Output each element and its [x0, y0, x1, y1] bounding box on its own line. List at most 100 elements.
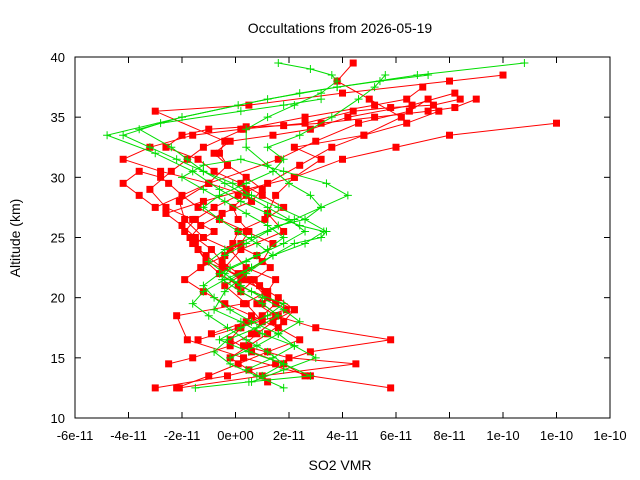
data-point: [280, 227, 288, 235]
data-point: [151, 384, 159, 392]
y-tick-label: 15: [51, 351, 65, 366]
data-point: [234, 360, 242, 368]
data-point: [242, 185, 250, 193]
data-point: [290, 341, 299, 350]
data-point: [274, 294, 282, 302]
data-point: [205, 125, 213, 133]
data-point: [189, 131, 197, 139]
data-point: [261, 215, 269, 223]
series-line: [155, 74, 504, 389]
data-point: [381, 71, 390, 80]
data-point: [413, 71, 422, 80]
data-point: [274, 329, 283, 338]
data-point: [210, 203, 218, 211]
data-point: [221, 300, 229, 308]
data-point: [194, 336, 202, 344]
data-point: [290, 239, 299, 248]
data-point: [199, 161, 208, 170]
data-point: [263, 113, 272, 122]
data-point: [191, 215, 199, 223]
chart-title: Occultations from 2026-05-19: [248, 20, 433, 36]
data-point: [242, 239, 251, 248]
data-point: [387, 336, 395, 344]
data-point: [145, 143, 154, 152]
data-point: [236, 155, 245, 164]
series-15: [188, 71, 390, 380]
data-point: [242, 125, 251, 134]
data-point: [162, 209, 170, 217]
data-point: [218, 209, 226, 217]
data-point: [264, 179, 272, 187]
data-point: [226, 353, 235, 362]
data-point: [181, 227, 189, 235]
data-point: [317, 233, 326, 242]
data-point: [173, 312, 181, 320]
data-point: [178, 221, 186, 229]
data-point: [272, 276, 280, 284]
data-point: [191, 234, 199, 241]
data-point: [349, 59, 357, 67]
data-point: [242, 318, 250, 326]
data-point: [280, 122, 288, 130]
plot-layer: [103, 59, 560, 392]
data-point: [268, 251, 277, 260]
series-line: [137, 74, 429, 389]
data-point: [322, 179, 331, 188]
data-point: [229, 240, 237, 248]
data-point: [242, 264, 250, 272]
data-point: [181, 215, 189, 223]
data-point: [242, 179, 251, 188]
data-point: [220, 179, 229, 188]
data-point: [248, 197, 256, 205]
data-point: [268, 167, 277, 176]
data-point: [274, 203, 283, 212]
data-point: [472, 95, 480, 103]
data-point: [258, 185, 266, 193]
data-point: [272, 360, 280, 368]
y-tick-label: 30: [51, 170, 65, 185]
data-point: [178, 191, 186, 199]
data-point: [327, 71, 336, 80]
data-point: [242, 365, 251, 374]
data-point: [301, 113, 309, 121]
data-point: [194, 246, 202, 254]
x-tick-label: 8e-11: [433, 428, 465, 443]
data-point: [371, 113, 379, 121]
x-tick-label: 6e-11: [380, 428, 412, 443]
data-point: [215, 149, 223, 157]
x-tick-label: 1e-10: [593, 428, 626, 443]
data-point: [210, 293, 219, 302]
data-point: [119, 155, 127, 163]
data-point: [370, 83, 379, 92]
data-point: [355, 119, 363, 127]
data-point: [205, 179, 213, 187]
data-point: [319, 227, 328, 236]
data-point: [135, 191, 143, 199]
series-11: [103, 59, 529, 386]
data-point: [234, 227, 243, 236]
data-point: [285, 179, 293, 188]
data-point: [279, 359, 288, 368]
x-tick-label: 1e-10: [540, 428, 573, 443]
data-point: [220, 245, 229, 254]
data-point: [274, 324, 282, 332]
data-point: [360, 131, 368, 139]
data-point: [306, 191, 315, 200]
data-point: [451, 89, 459, 97]
data-point: [301, 239, 310, 248]
data-point: [223, 161, 231, 169]
series-line: [184, 110, 439, 377]
data-point: [223, 323, 232, 332]
data-point: [234, 215, 242, 223]
data-point: [263, 143, 272, 152]
data-point: [274, 311, 283, 320]
x-tick-label: -6e-11: [57, 428, 94, 443]
data-point: [263, 311, 272, 320]
data-point: [408, 101, 416, 109]
data-point: [220, 287, 229, 296]
data-point: [162, 203, 170, 211]
data-point: [242, 227, 250, 235]
data-point: [210, 347, 219, 356]
data-point: [199, 143, 207, 151]
